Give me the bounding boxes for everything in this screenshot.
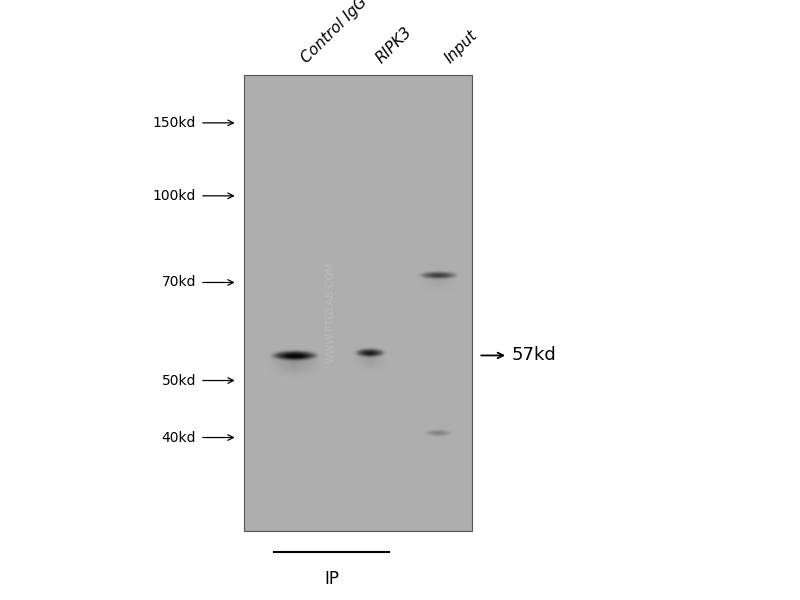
Text: 50kd: 50kd	[162, 374, 196, 388]
Bar	[244, 75, 472, 531]
Text: 100kd: 100kd	[153, 189, 196, 203]
Text: RIPK3: RIPK3	[374, 24, 415, 66]
Text: Control IgG: Control IgG	[298, 0, 370, 66]
Text: Input: Input	[442, 28, 480, 66]
Text: 40kd: 40kd	[162, 431, 196, 445]
Text: 57kd: 57kd	[512, 346, 557, 364]
Text: WWW.PTGLAB.COM: WWW.PTGLAB.COM	[326, 262, 336, 363]
Text: 150kd: 150kd	[153, 116, 196, 130]
Text: 70kd: 70kd	[162, 275, 196, 289]
Text: IP: IP	[324, 570, 339, 588]
